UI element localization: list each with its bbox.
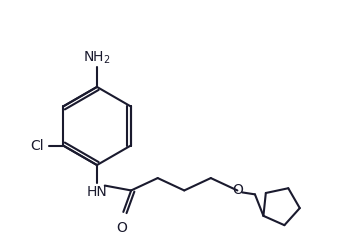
Text: O: O xyxy=(232,183,243,197)
Text: Cl: Cl xyxy=(30,138,44,153)
Text: HN: HN xyxy=(87,185,107,199)
Text: NH$_2$: NH$_2$ xyxy=(83,50,111,66)
Text: O: O xyxy=(116,221,127,235)
